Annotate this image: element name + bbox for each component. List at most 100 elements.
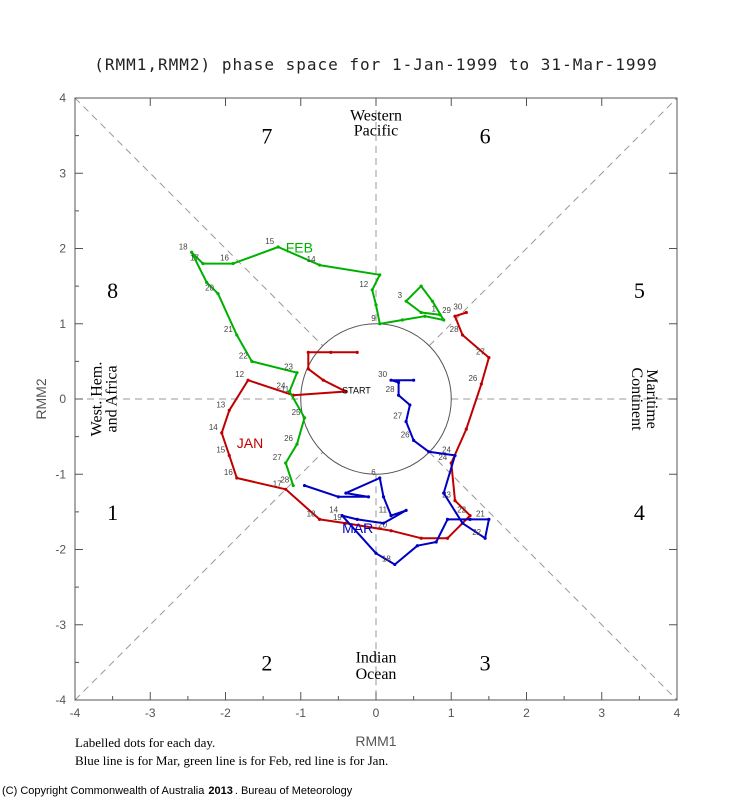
x-tick-label: 2 bbox=[523, 706, 530, 720]
footnote-line-2: Blue line is for Mar, green line is for … bbox=[75, 753, 388, 768]
day-point bbox=[235, 476, 239, 480]
day-point bbox=[205, 280, 209, 284]
day-label: 27 bbox=[273, 453, 282, 462]
day-point bbox=[408, 403, 412, 407]
phase-guide-line-2 bbox=[74, 97, 324, 347]
phase-number-4: 4 bbox=[634, 500, 645, 525]
copyright-prefix: (C) Copyright Commonwealth of Australia bbox=[2, 785, 205, 797]
day-point bbox=[404, 299, 408, 303]
phase-number-7: 7 bbox=[261, 124, 272, 149]
day-label: 24 bbox=[442, 445, 451, 454]
phase-number-5: 5 bbox=[634, 278, 645, 303]
day-point bbox=[468, 517, 472, 522]
y-tick-label: 1 bbox=[59, 317, 66, 331]
day-point bbox=[487, 517, 491, 522]
day-label: 20 bbox=[205, 284, 214, 293]
day-label: 28 bbox=[450, 325, 459, 334]
day-point bbox=[453, 453, 457, 458]
phase-guide-line-1 bbox=[428, 97, 678, 347]
phase-guides bbox=[74, 97, 678, 701]
x-tick-label: 0 bbox=[373, 706, 380, 720]
day-label: 18 bbox=[307, 509, 316, 518]
y-tick-label: 2 bbox=[59, 242, 66, 256]
day-point bbox=[317, 517, 322, 522]
day-point bbox=[201, 261, 205, 266]
x-tick-label: 3 bbox=[598, 706, 605, 720]
day-label: 24 bbox=[438, 453, 447, 462]
y-tick-label: -3 bbox=[55, 618, 66, 632]
day-point bbox=[453, 314, 457, 318]
day-point bbox=[419, 536, 423, 540]
day-point bbox=[453, 498, 457, 503]
day-point bbox=[464, 310, 468, 315]
x-tick-label: 1 bbox=[448, 706, 455, 720]
day-label: 14 bbox=[307, 255, 316, 264]
day-label: 27 bbox=[393, 412, 402, 421]
region-label-right-1: Continent bbox=[628, 367, 645, 431]
day-point bbox=[306, 367, 310, 371]
footnote-line-1: Labelled dots for each day. bbox=[75, 735, 215, 750]
phase-number-6: 6 bbox=[480, 124, 491, 149]
y-tick-label: 3 bbox=[59, 166, 66, 180]
day-point bbox=[389, 529, 393, 533]
day-label: 24 bbox=[277, 381, 286, 390]
phase-number-3: 3 bbox=[480, 650, 491, 675]
day-point bbox=[340, 514, 344, 518]
day-label: 23 bbox=[442, 491, 451, 500]
day-point bbox=[389, 378, 393, 382]
day-label: 9 bbox=[371, 314, 376, 323]
copyright-year: 2013 bbox=[208, 785, 232, 797]
day-point bbox=[246, 378, 250, 382]
day-label: 28 bbox=[386, 385, 395, 394]
y-tick-label: 4 bbox=[59, 91, 66, 105]
day-point bbox=[412, 438, 416, 442]
day-point bbox=[445, 536, 450, 540]
day-label: 22 bbox=[239, 351, 248, 360]
day-point bbox=[430, 299, 435, 303]
day-point bbox=[329, 350, 333, 354]
day-label: 12 bbox=[235, 370, 244, 379]
day-point bbox=[355, 350, 359, 354]
y-tick-label: -1 bbox=[55, 467, 66, 481]
day-point bbox=[412, 378, 416, 382]
y-tick-label: -2 bbox=[55, 543, 66, 557]
day-label: 21 bbox=[476, 509, 485, 518]
day-label: 16 bbox=[220, 254, 229, 263]
day-point bbox=[427, 450, 431, 454]
day-point bbox=[419, 284, 423, 288]
day-label: 21 bbox=[224, 325, 233, 334]
day-point bbox=[378, 273, 382, 277]
day-label: 6 bbox=[371, 468, 376, 477]
day-point bbox=[344, 521, 348, 525]
phase-guide-line-3 bbox=[428, 451, 678, 701]
chart-title: (RMM1,RMM2) phase space for 1-Jan-1999 t… bbox=[94, 55, 658, 74]
day-point bbox=[220, 431, 224, 435]
day-point bbox=[295, 371, 299, 375]
day-label: 3 bbox=[398, 291, 403, 300]
day-label: 30 bbox=[453, 302, 462, 311]
day-label: 1 bbox=[432, 305, 437, 314]
month-label-jan: JAN bbox=[237, 435, 263, 451]
day-point bbox=[404, 508, 408, 512]
day-label: 22 bbox=[457, 506, 466, 515]
day-label: 11 bbox=[281, 385, 290, 394]
day-label: 16 bbox=[224, 468, 233, 477]
day-point bbox=[235, 333, 239, 337]
x-tick-label: -4 bbox=[70, 706, 81, 720]
region-label-left-0: West. Hem. bbox=[88, 362, 105, 437]
day-label: 26 bbox=[401, 430, 410, 439]
region-label-left-1: and Africa bbox=[103, 365, 120, 432]
day-point bbox=[287, 389, 292, 394]
day-point bbox=[389, 514, 393, 518]
day-point bbox=[321, 378, 325, 382]
day-point bbox=[460, 521, 465, 525]
day-label: 14 bbox=[209, 423, 218, 432]
copyright-notice: (C) Copyright Commonwealth of Australia 2… bbox=[2, 785, 353, 797]
day-point bbox=[284, 461, 288, 465]
day-label: 28 bbox=[280, 476, 289, 485]
